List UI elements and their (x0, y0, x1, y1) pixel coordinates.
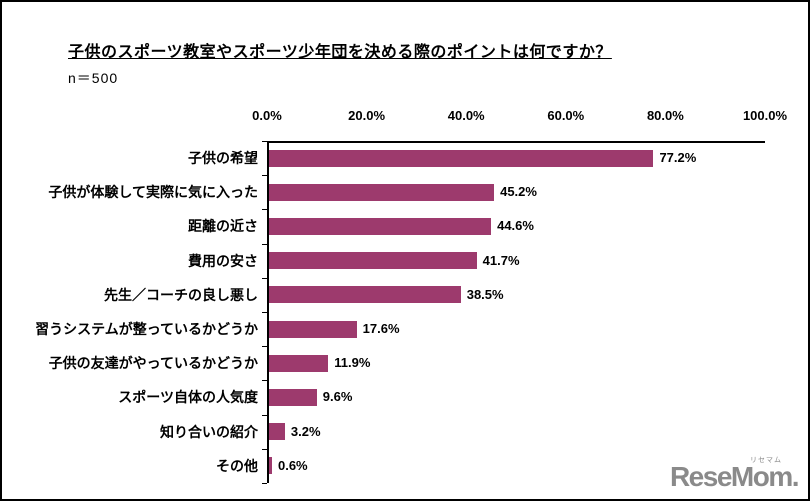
x-axis-tick-label: 100.0% (742, 108, 788, 123)
category-label: 費用の安さ (188, 252, 258, 269)
bar (269, 320, 357, 338)
category-axis-tick (262, 346, 267, 347)
sample-size-label: n＝500 (68, 70, 119, 86)
resemom-logo: リセマム ReseMom. (669, 457, 800, 492)
bar (269, 286, 461, 304)
category-label: その他 (216, 457, 258, 474)
category-axis-tick (262, 244, 267, 245)
category-axis-tick (262, 415, 267, 416)
bar (269, 423, 285, 441)
category-label: 先生／コーチの良し悪し (104, 286, 258, 303)
bar (269, 457, 272, 475)
logo-ruby-text: リセマム (750, 457, 782, 464)
x-axis-tick-label: 20.0% (348, 108, 386, 123)
category-axis-tick (262, 209, 267, 210)
x-axis-tick-label: 60.0% (547, 108, 585, 123)
category-label: スポーツ自体の人気度 (118, 389, 258, 406)
category-axis-tick (262, 483, 267, 484)
bar-value-label: 17.6% (362, 321, 400, 336)
category-axis-tick (262, 141, 267, 142)
category-label: 距離の近さ (188, 218, 258, 235)
logo-wordmark: ReseMom (669, 461, 793, 492)
category-label: 子供が体験して実際に気に入った (48, 184, 258, 201)
category-axis-tick (262, 175, 267, 176)
x-axis-tick-label: 40.0% (447, 108, 485, 123)
category-axis-tick (262, 449, 267, 450)
title-block: 子供のスポーツ教室やスポーツ少年団を決める際のポイントは何ですか？ n＝500 (68, 38, 612, 88)
category-label: 子供の友達がやっているかどうか (48, 355, 258, 372)
category-axis-tick (262, 380, 267, 381)
x-axis-tick-label: 80.0% (646, 108, 684, 123)
logo-text: ReseMom. (669, 461, 800, 492)
bar (269, 389, 317, 406)
category-axis-tick (262, 278, 267, 279)
bar (269, 183, 495, 201)
bar-value-label: 9.6% (322, 389, 353, 405)
bar (269, 252, 477, 270)
x-axis-tick-label: 0.0% (252, 108, 282, 123)
chart-title: 子供のスポーツ教室やスポーツ少年団を決める際のポイントは何ですか？ (68, 44, 612, 61)
bar (269, 149, 654, 167)
category-label: 子供の希望 (188, 150, 258, 166)
category-axis-tick (262, 312, 267, 313)
bar-value-label: 0.6% (277, 457, 308, 473)
category-label: 習うシステムが整っているかどうか (35, 321, 258, 337)
bar-value-label: 11.9% (334, 355, 371, 371)
logo-period: . (791, 461, 800, 492)
bar-value-label: 41.7% (482, 252, 520, 268)
bar-value-label: 44.6% (497, 218, 534, 234)
category-label: 知り合いの紹介 (160, 423, 258, 440)
bar-value-label: 45.2% (500, 184, 537, 200)
bar-value-label: 38.5% (466, 286, 504, 302)
bar-value-label: 77.2% (659, 150, 697, 165)
bar-value-label: 3.2% (290, 423, 321, 439)
plot-area (267, 141, 765, 483)
bar (269, 354, 329, 372)
bar (269, 218, 492, 235)
